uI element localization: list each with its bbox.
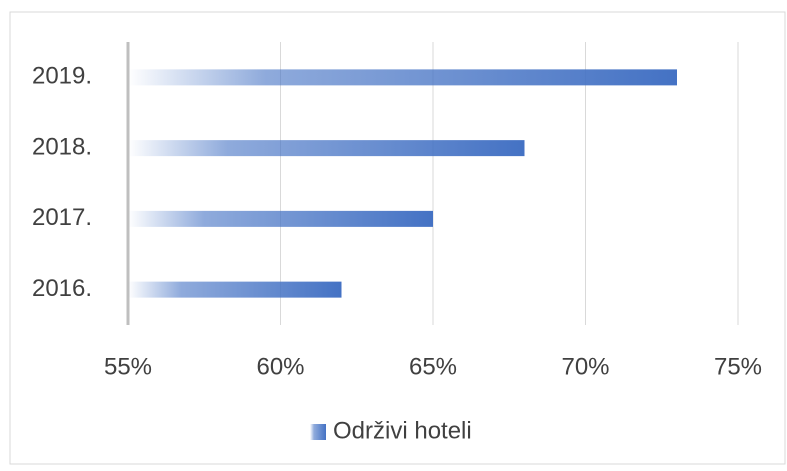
- x-tick-label: 60%: [256, 353, 304, 380]
- x-tick-label: 65%: [409, 353, 457, 380]
- bar: [128, 69, 677, 86]
- bar: [128, 281, 342, 298]
- legend-swatch: [310, 424, 326, 440]
- x-tick-label: 70%: [561, 353, 609, 380]
- y-tick-label: 2017.: [32, 204, 92, 231]
- y-tick-label: 2019.: [32, 63, 92, 90]
- bar: [128, 210, 433, 227]
- legend-label: Održivi hoteli: [333, 417, 472, 444]
- y-tick-label: 2018.: [32, 133, 92, 160]
- bar: [128, 140, 525, 157]
- chart-border: [9, 11, 786, 465]
- y-tick-label: 2016.: [32, 275, 92, 302]
- x-tick-label: 75%: [714, 353, 762, 380]
- x-tick-label: 55%: [104, 353, 152, 380]
